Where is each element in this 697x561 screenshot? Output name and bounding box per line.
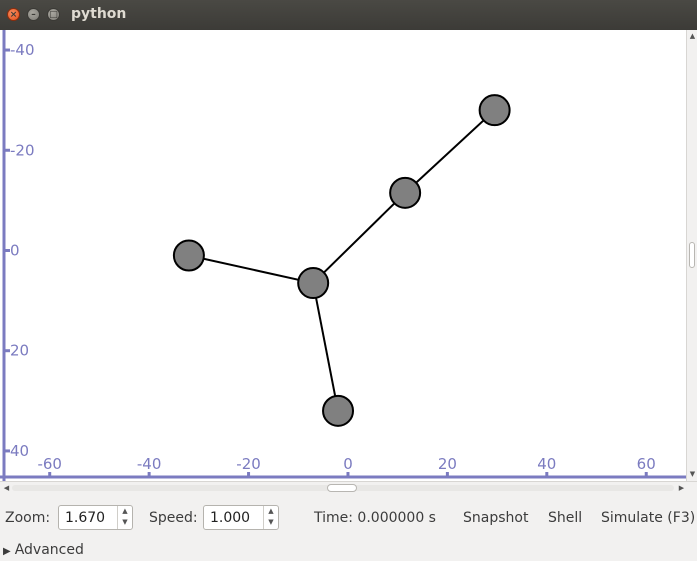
y-tick-label: 40 [10,442,29,460]
vertical-scroll-thumb[interactable] [689,242,695,268]
edge-line [312,192,406,284]
node-circle [172,239,205,272]
scroll-down-icon[interactable]: ▼ [689,470,696,478]
zoom-label: Zoom: [5,510,51,526]
node-circle [322,394,355,427]
edge-line [188,254,314,285]
snapshot-button[interactable]: Snapshot [463,510,529,526]
zoom-stepper[interactable]: ▲ ▼ [117,506,132,529]
x-tick-label: -20 [236,455,261,473]
zoom-decrease-icon[interactable]: ▼ [122,518,128,526]
y-tick-label: -40 [10,41,35,59]
time-readout: Time: 0.000000 s [314,510,436,526]
vertical-scrollbar[interactable]: ▲ ▼ [686,30,697,481]
x-tick-label: 40 [537,455,556,473]
zoom-increase-icon[interactable]: ▲ [122,507,128,515]
control-bar: Zoom: 1.670 ▲ ▼ Speed: 1.000 ▲ ▼ Time: 0… [0,500,697,536]
node-circle [297,267,330,300]
x-tick-label: -40 [137,455,162,473]
zoom-value[interactable]: 1.670 [65,510,106,526]
y-tick-label: 20 [10,342,29,360]
axes: -60 -40 -20 0 20 40 60 -40 -20 0 20 40 [0,30,686,481]
shell-button[interactable]: Shell [548,510,583,526]
node-circle [478,94,511,127]
speed-value[interactable]: 1.000 [210,510,251,526]
x-tick-label: 60 [637,455,656,473]
maximize-window-icon[interactable]: □ [47,8,60,21]
x-tick-label: 0 [343,455,353,473]
expander-arrow-icon[interactable]: ▶ [3,546,11,557]
zoom-spinbox[interactable]: 1.670 ▲ ▼ [58,505,133,530]
speed-label: Speed: [149,510,198,526]
y-tick-label: 0 [10,241,20,259]
nodes [172,94,511,427]
x-tick-label: 20 [438,455,457,473]
speed-decrease-icon[interactable]: ▼ [268,518,274,526]
simulation-canvas[interactable]: -60 -40 -20 0 20 40 60 -40 -20 0 20 40 [0,30,686,481]
scroll-left-icon[interactable]: ◀ [3,484,10,492]
network-plot[interactable]: -60 -40 -20 0 20 40 60 -40 -20 0 20 40 [0,30,686,481]
scroll-right-icon[interactable]: ▶ [678,484,685,492]
speed-spinbox[interactable]: 1.000 ▲ ▼ [203,505,279,530]
edge-line [312,282,340,412]
advanced-expander[interactable]: ▶ Advanced [3,542,84,558]
horizontal-scroll-thumb[interactable] [327,484,357,492]
horizontal-scrollbar[interactable]: ◀ ▶ [0,481,697,494]
simulate-button[interactable]: Simulate (F3) [601,510,696,526]
y-tick-label: -20 [10,141,35,159]
x-tick-label: -60 [37,455,62,473]
window-title: python [71,6,127,22]
advanced-label[interactable]: Advanced [14,542,84,558]
speed-increase-icon[interactable]: ▲ [268,507,274,515]
title-bar: × – □ python [0,0,697,30]
close-window-icon[interactable]: × [7,8,20,21]
edge-line [404,109,496,194]
node-circle [389,176,422,209]
edges [188,109,496,412]
speed-stepper[interactable]: ▲ ▼ [263,506,278,529]
scroll-up-icon[interactable]: ▲ [689,32,696,40]
minimize-window-icon[interactable]: – [27,8,40,21]
